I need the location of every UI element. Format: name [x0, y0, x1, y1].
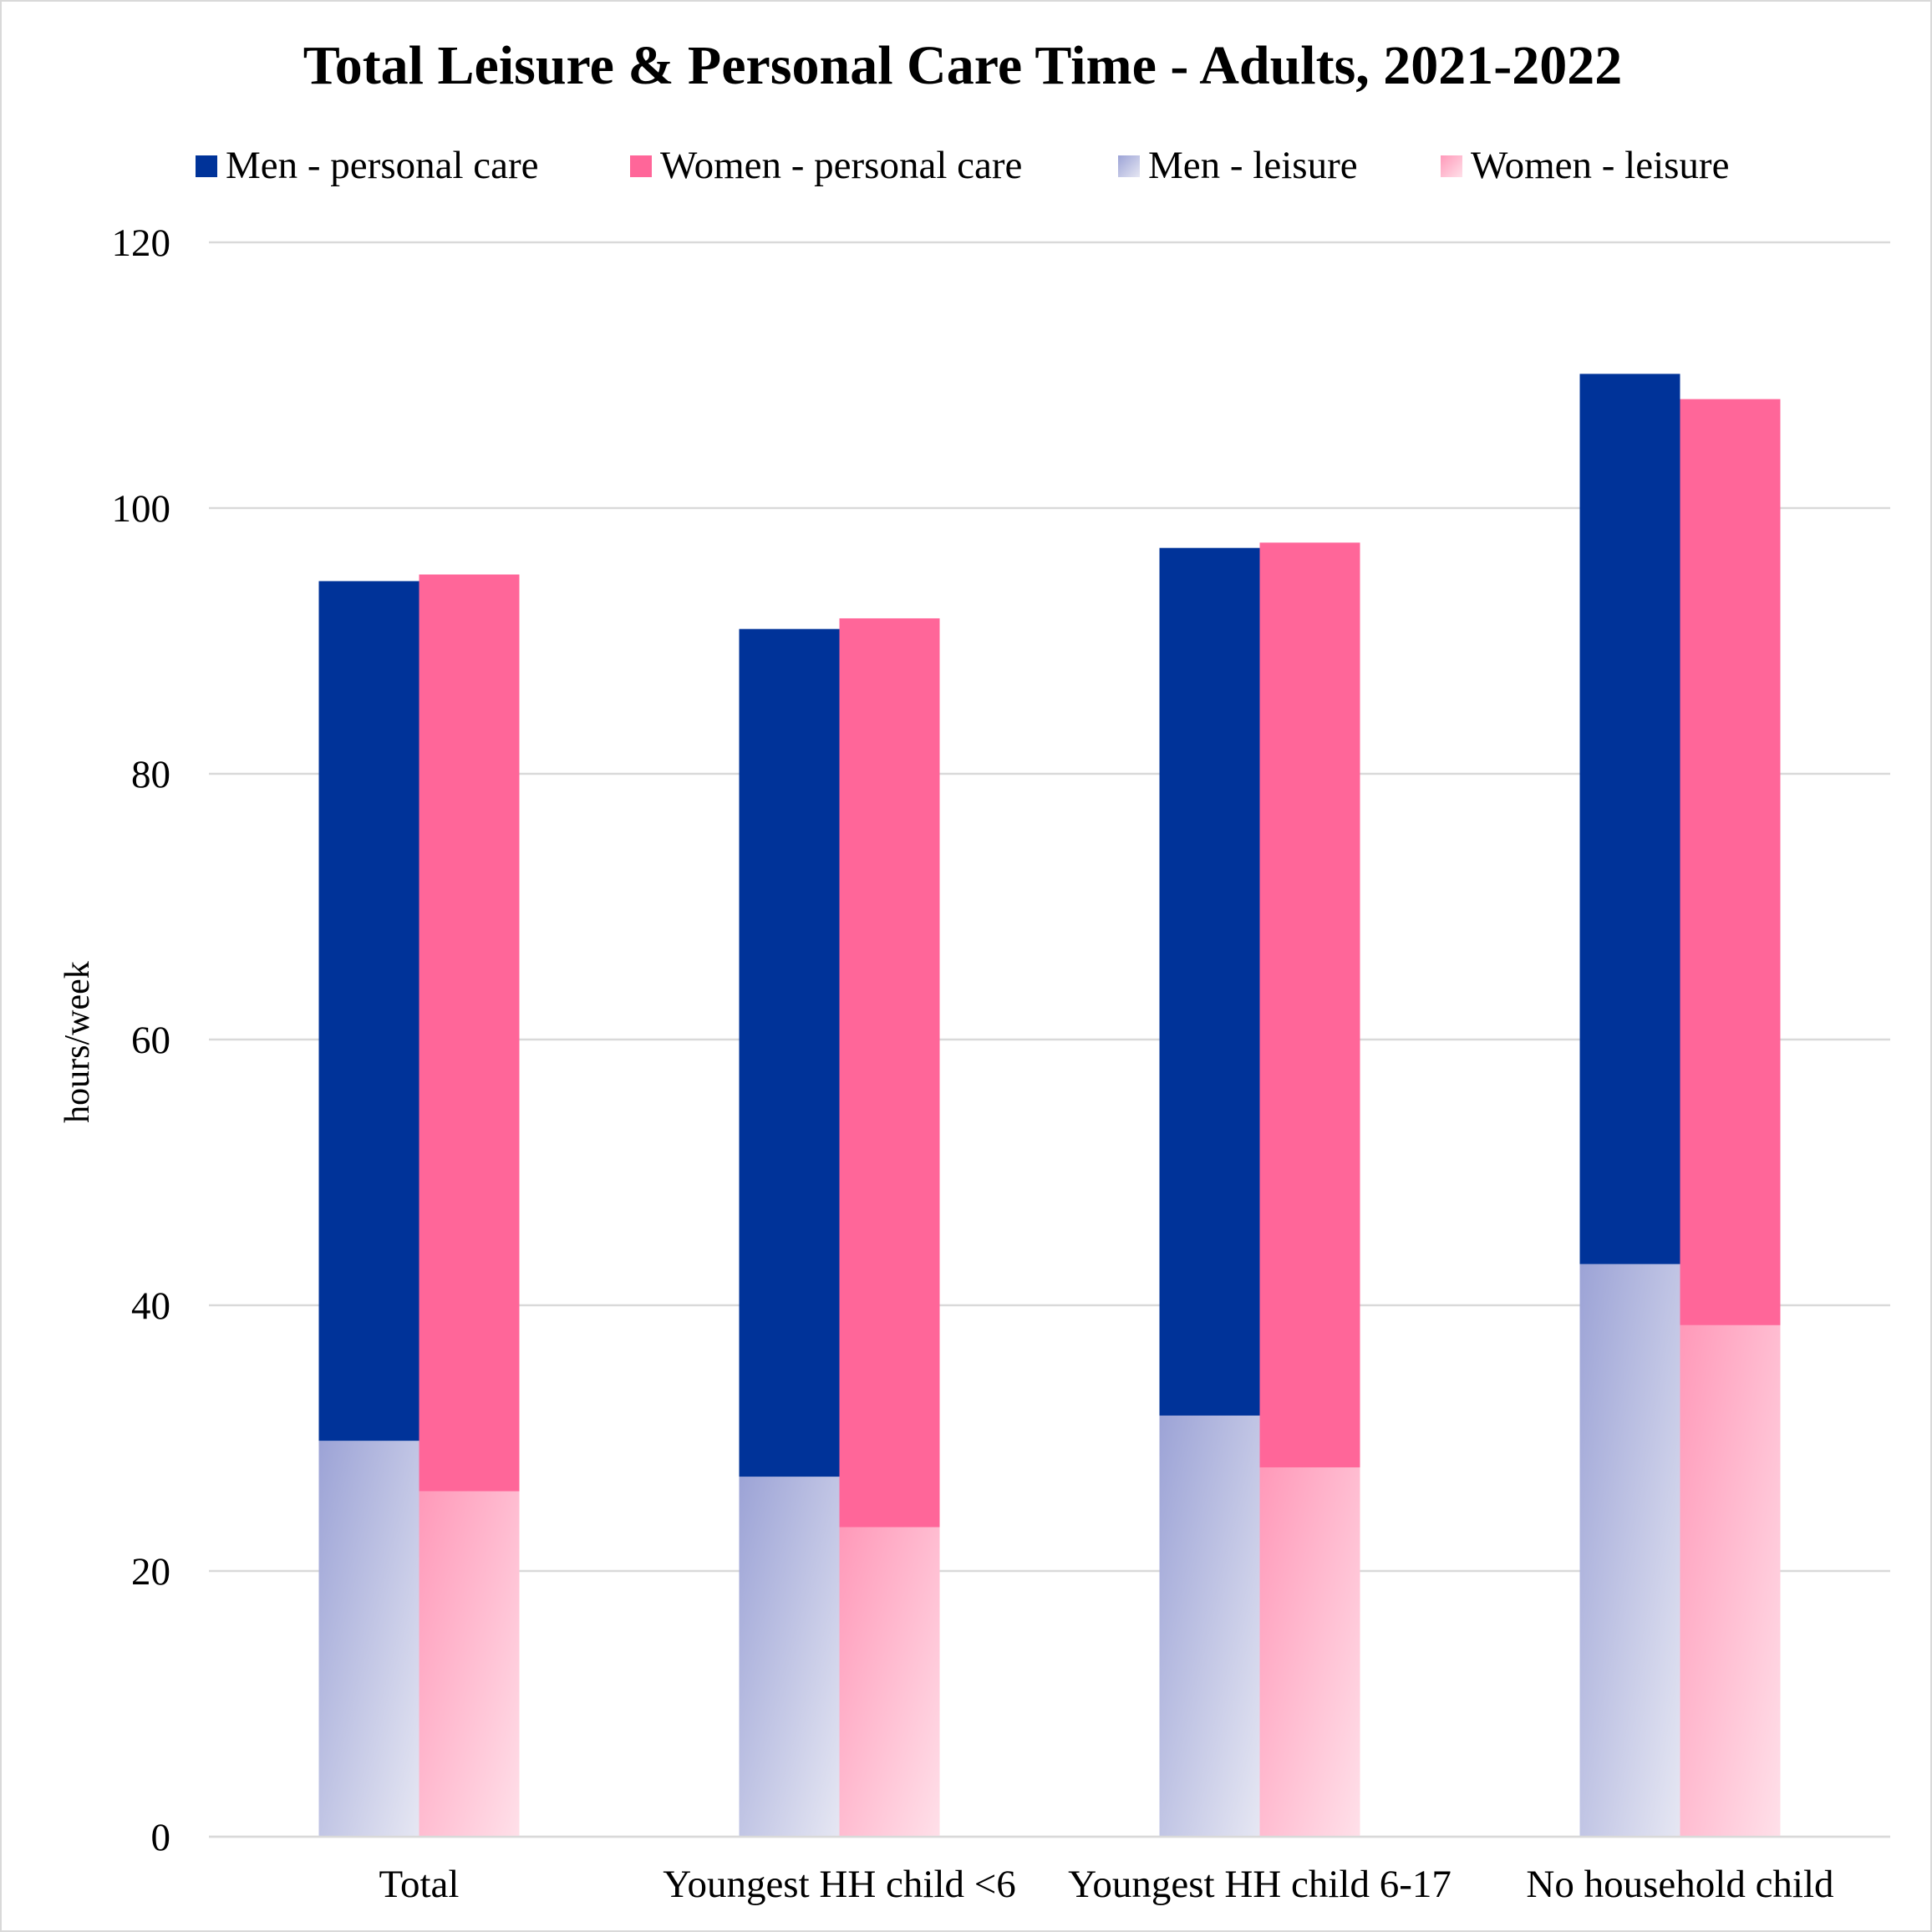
bar-men-personal-care-no-household-child [1579, 374, 1680, 1264]
bar-men-personal-care-youngest-hh-child-6 [739, 628, 840, 1477]
legend-swatch-men-leisure [1118, 155, 1140, 177]
bar-women-personal-care-youngest-hh-child-6-17 [1259, 542, 1360, 1467]
y-tick-label-100: 100 [112, 487, 171, 531]
legend-swatch-men-personal-care [196, 155, 217, 177]
x-label-no-household-child: No household child [1526, 1863, 1833, 1906]
bar-women-personal-care-total [419, 574, 520, 1492]
bar-women-leisure-total [419, 1491, 520, 1837]
bar-women-personal-care-youngest-hh-child-6 [839, 618, 940, 1528]
y-tick-label-60: 60 [131, 1019, 170, 1062]
bar-women-personal-care-no-household-child [1680, 399, 1781, 1325]
y-tick-label-0: 0 [151, 1816, 171, 1859]
bar-men-personal-care-total [318, 581, 419, 1441]
bar-men-leisure-youngest-hh-child-6-17 [1159, 1415, 1260, 1837]
bar-men-leisure-total [318, 1441, 419, 1837]
bar-women-leisure-youngest-hh-child-6 [839, 1527, 940, 1837]
chart-title: Total Leisure & Personal Care Time - Adu… [303, 35, 1623, 96]
legend-label-women-leisure: Women - leisure [1471, 144, 1729, 187]
bar-women-leisure-youngest-hh-child-6-17 [1259, 1467, 1360, 1837]
y-tick-label-80: 80 [131, 753, 170, 796]
legend-swatch-women-leisure [1441, 155, 1462, 177]
x-label-youngest-hh-child-6-17: Youngest HH child 6-17 [1068, 1863, 1452, 1906]
legend: Men - personal care Women - personal care… [196, 144, 1729, 187]
legend-label-men-personal-care: Men - personal care [226, 144, 539, 187]
y-tick-label-120: 120 [112, 221, 171, 265]
bar-women-leisure-no-household-child [1680, 1324, 1781, 1837]
x-label-youngest-hh-child-6: Youngest HH child <6 [663, 1863, 1016, 1906]
bar-men-leisure-no-household-child [1579, 1263, 1680, 1837]
legend-swatch-women-personal-care [630, 155, 652, 177]
bars [209, 374, 1890, 1838]
legend-label-women-personal-care: Women - personal care [660, 144, 1022, 187]
legend-label-men-leisure: Men - leisure [1148, 144, 1358, 187]
y-axis-ticks: 0 20 40 60 80 100 120 [112, 221, 171, 1859]
bar-men-personal-care-youngest-hh-child-6-17 [1159, 547, 1260, 1416]
x-axis-labels: Total Youngest HH child <6 Youngest HH chi… [379, 1863, 1834, 1906]
y-tick-label-40: 40 [131, 1284, 170, 1328]
bar-men-leisure-youngest-hh-child-6 [739, 1477, 840, 1837]
y-axis-title: hours/week [58, 961, 97, 1123]
y-tick-label-20: 20 [131, 1550, 170, 1594]
x-label-total: Total [379, 1863, 460, 1906]
